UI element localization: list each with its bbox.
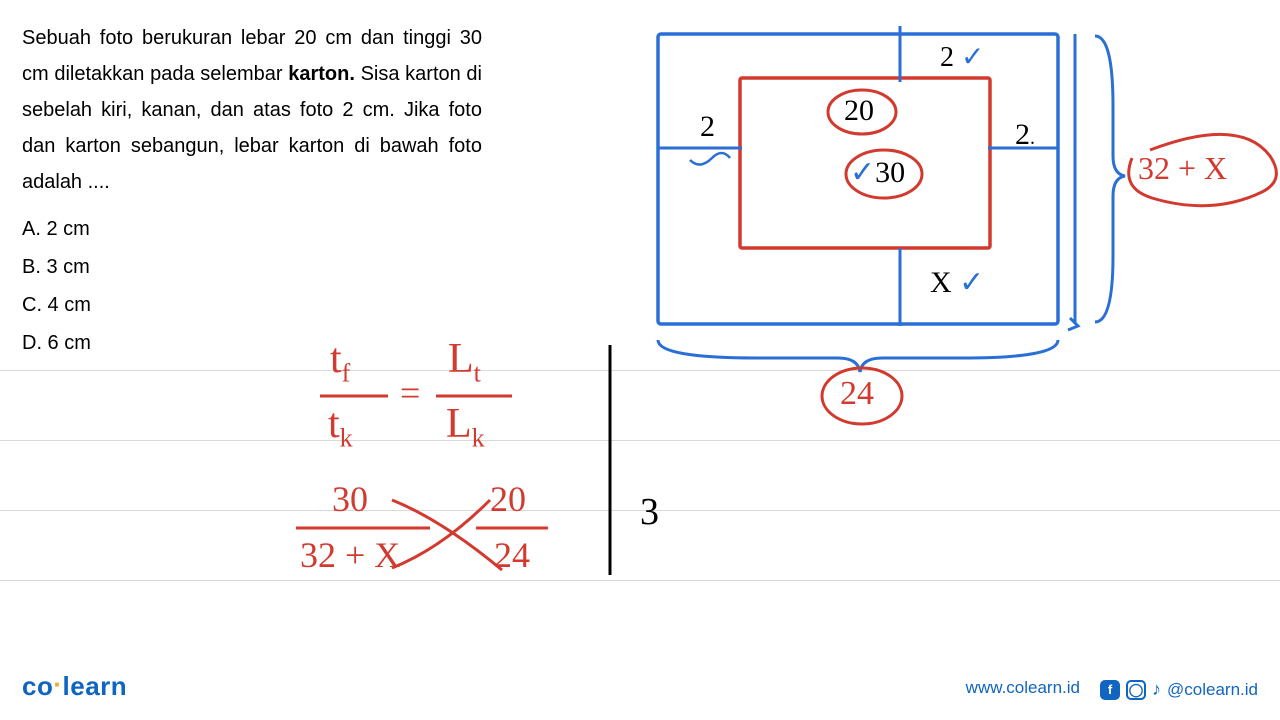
frac4-num: 20 [490, 478, 526, 520]
label-24: 24 [840, 375, 874, 413]
label-x: X ✓ [930, 265, 984, 300]
frac3-den: 32 + X [300, 534, 400, 576]
option-b: B. 3 cm [22, 248, 91, 286]
label-30: ✓30 [850, 155, 905, 190]
brand-logo: co·learn [22, 671, 127, 702]
answer-options: A. 2 cm B. 3 cm C. 4 cm D. 6 cm [22, 210, 91, 362]
footer: co·learn www.colearn.id f ◯ ♪ @colearn.i… [0, 670, 1280, 702]
social-handle: @colearn.id [1167, 680, 1258, 700]
facebook-icon: f [1100, 680, 1120, 700]
frac2-den: Lk [446, 400, 485, 453]
frac1-num: tf [330, 335, 350, 388]
option-a: A. 2 cm [22, 210, 91, 248]
option-d: D. 6 cm [22, 324, 91, 362]
label-right-2: 2. [1015, 118, 1035, 152]
label-20: 20 [844, 94, 874, 128]
label-left-2: 2 [700, 110, 715, 144]
frac3-num: 30 [332, 478, 368, 520]
logo-co: co [22, 671, 53, 701]
tiktok-icon: ♪ [1152, 679, 1161, 700]
question-text: Sebuah foto berukuran lebar 20 cm dan ti… [22, 20, 482, 200]
label-top-2: 2 ✓ [940, 40, 984, 74]
socials: f ◯ ♪ @colearn.id [1100, 679, 1258, 700]
frac2-num: Lt [448, 335, 481, 388]
logo-dot: · [53, 669, 62, 699]
logo-learn: learn [63, 671, 128, 701]
frac4-den: 24 [494, 534, 530, 576]
answer-3: 3 [640, 490, 659, 534]
label-32x: 32 + X [1138, 150, 1227, 187]
site-url: www.colearn.id [966, 678, 1080, 698]
option-c: C. 4 cm [22, 286, 91, 324]
instagram-icon: ◯ [1126, 680, 1146, 700]
frac1-den: tk [328, 400, 353, 453]
eq-sign: = [400, 372, 420, 414]
